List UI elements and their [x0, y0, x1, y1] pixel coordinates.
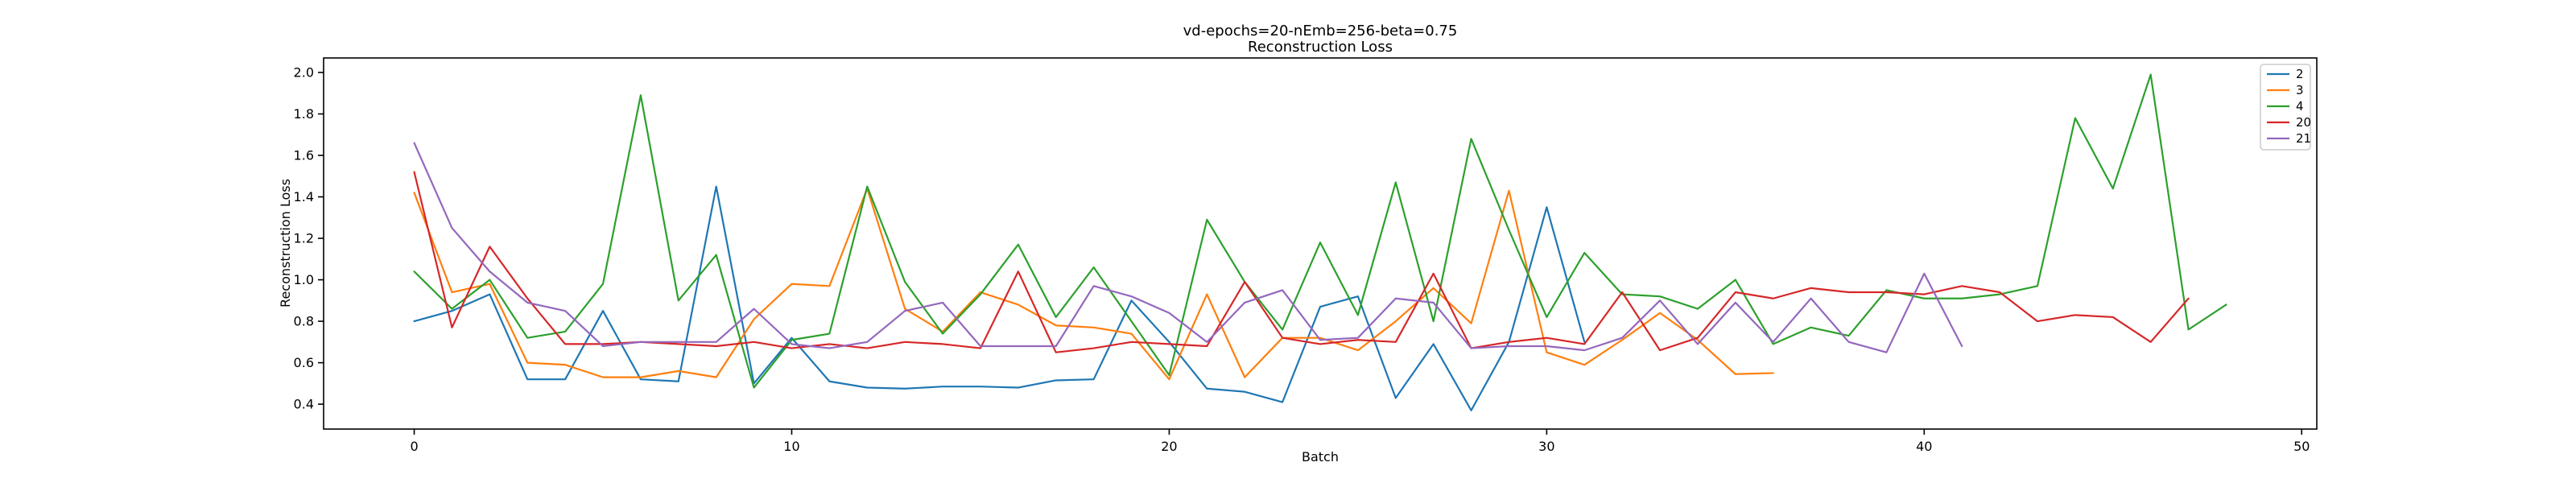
- legend-label-4: 4: [2296, 99, 2304, 114]
- chart-title: vd-epochs=20-nEmb=256-beta=0.75: [1183, 23, 1458, 39]
- x-tick-label: 30: [1538, 439, 1554, 454]
- y-axis-label: Reconstruction Loss: [278, 179, 293, 308]
- legend-label-20: 20: [2296, 115, 2311, 130]
- plot-frame: [323, 57, 2318, 430]
- y-axis-ticks: 0.4 0.6 0.8 1.0 1.2 1.4 1.6 1.8 2.0: [294, 65, 324, 412]
- y-tick-label: 2.0: [294, 65, 314, 80]
- x-tick-label: 40: [1916, 439, 1932, 454]
- x-tick-label: 20: [1161, 439, 1177, 454]
- x-tick-label: 10: [783, 439, 799, 454]
- x-axis-ticks: 0 10 20 30 40 50: [410, 429, 2310, 454]
- series-line-3: [413, 188, 1774, 381]
- chart-subtitle: Reconstruction Loss: [1248, 39, 1393, 56]
- y-tick-label: 0.8: [294, 314, 314, 329]
- y-tick-label: 1.4: [294, 189, 314, 204]
- y-tick-label: 1.2: [294, 231, 314, 246]
- series-line-21: [413, 142, 1963, 353]
- y-tick-label: 1.6: [294, 148, 314, 163]
- x-tick-label: 50: [2293, 439, 2310, 454]
- series-layer: [413, 73, 2227, 411]
- y-tick-label: 1.8: [294, 106, 314, 122]
- x-axis-label: Batch: [1302, 449, 1339, 464]
- x-tick-label: 0: [410, 439, 418, 454]
- series-line-20: [413, 171, 2190, 353]
- legend-label-2: 2: [2296, 67, 2304, 81]
- legend-label-3: 3: [2296, 83, 2304, 97]
- series-line-2: [413, 185, 1586, 411]
- y-tick-label: 0.4: [294, 397, 314, 412]
- y-tick-label: 1.0: [294, 272, 314, 287]
- series-line-4: [413, 73, 2227, 389]
- y-tick-label: 0.6: [294, 355, 314, 370]
- legend-label-21: 21: [2296, 131, 2311, 146]
